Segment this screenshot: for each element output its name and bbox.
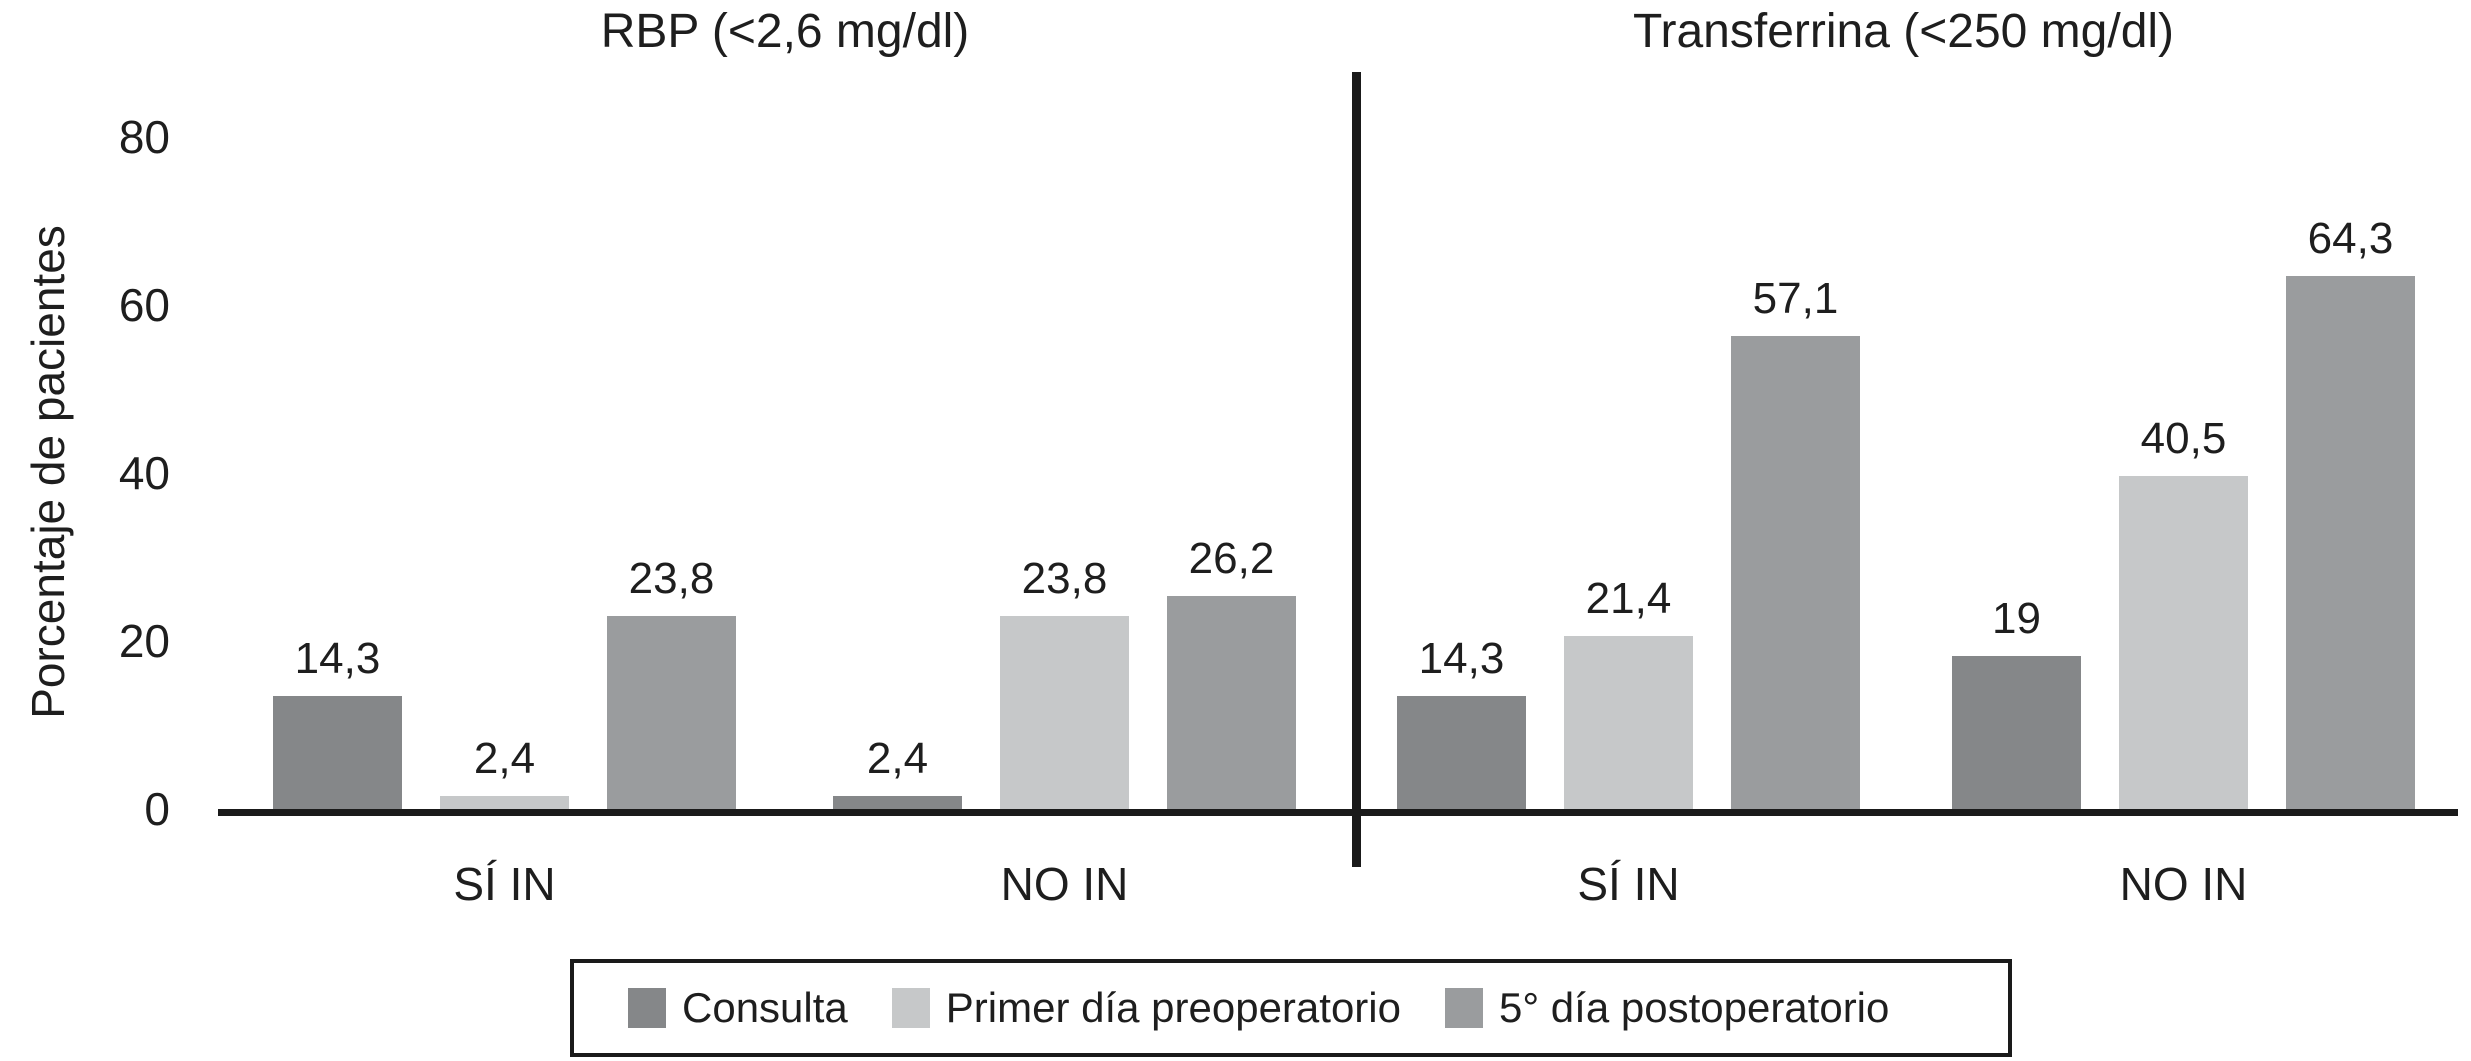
bar-rect-quinto-dia	[1167, 595, 1296, 816]
bar-rect-primer-dia	[1000, 616, 1129, 816]
category-label-no-in: NO IN	[1000, 858, 1129, 910]
bar-value-label: 14,3	[1418, 633, 1505, 683]
bar-value-label: 23,8	[628, 554, 715, 604]
bar-value-label: 2,4	[866, 733, 929, 783]
y-axis-label: Porcentaje de pacientes	[22, 225, 74, 719]
legend-swatch-primer-dia	[891, 988, 930, 1028]
bar-primer-dia: 2,4	[440, 734, 569, 816]
bar-value-label: 2,4	[473, 733, 536, 783]
bar-value-label: 26,2	[1188, 533, 1275, 583]
bar-value-label: 19	[1992, 594, 2041, 644]
bar-value-label: 64,3	[2307, 213, 2394, 263]
category-label-si-in: SÍ IN	[453, 858, 556, 910]
bar-value-label: 21,4	[1585, 574, 1672, 624]
bar-rect-consulta	[1397, 695, 1526, 816]
y-axis-tick-20: 20	[118, 615, 170, 667]
bar-value-label: 23,8	[1021, 554, 1108, 604]
bar-rect-primer-dia	[2119, 475, 2248, 816]
legend-item-primer-dia: Primer día preoperatorio	[891, 984, 1401, 1032]
y-axis-tick-80: 80	[118, 111, 170, 163]
bar-consulta: 14,3	[273, 634, 402, 816]
bar-primer-dia: 40,5	[2119, 414, 2248, 816]
bar-value-label: 14,3	[294, 633, 381, 683]
bar-value-label: 57,1	[1752, 274, 1839, 324]
bar-group-transferrina-no-in: 19 40,5 64,3	[1952, 214, 2415, 816]
bar-quinto-dia: 64,3	[2286, 214, 2415, 816]
y-axis-tick-60: 60	[118, 279, 170, 331]
bar-rect-quinto-dia	[1731, 336, 1860, 816]
panel-title-rbp: RBP (<2,6 mg/dl)	[600, 5, 970, 58]
bar-rect-quinto-dia	[607, 616, 736, 816]
legend-label-consulta: Consulta	[682, 984, 848, 1031]
bar-consulta: 14,3	[1397, 634, 1526, 816]
legend-item-consulta: Consulta	[628, 984, 848, 1032]
bar-group-rbp-si-in: 14,3 2,4 23,8	[273, 554, 736, 816]
bar-consulta: 2,4	[833, 734, 962, 816]
bar-primer-dia: 23,8	[1000, 554, 1129, 816]
y-axis-tick-40: 40	[118, 447, 170, 499]
bar-consulta: 19	[1952, 594, 2081, 816]
bar-value-label: 40,5	[2140, 413, 2227, 463]
bar-quinto-dia: 26,2	[1167, 534, 1296, 816]
y-axis-tick-0: 0	[144, 783, 170, 835]
bar-primer-dia: 21,4	[1564, 574, 1693, 816]
bar-rect-primer-dia	[1564, 636, 1693, 816]
legend-label-quinto-dia: 5° día postoperatorio	[1498, 984, 1890, 1031]
panel-title-transferrina: Transferrina (<250 mg/dl)	[1632, 5, 2175, 58]
bar-group-rbp-no-in: 2,4 23,8 26,2	[833, 534, 1296, 816]
bar-quinto-dia: 23,8	[607, 554, 736, 816]
legend: Consulta Primer día preoperatorio 5° día…	[570, 959, 2012, 1057]
category-label-no-in: NO IN	[2119, 858, 2248, 910]
bar-rect-quinto-dia	[2286, 275, 2415, 816]
legend-swatch-quinto-dia	[1444, 988, 1483, 1028]
legend-swatch-consulta	[628, 988, 666, 1028]
bar-rect-consulta	[273, 695, 402, 816]
legend-label-primer-dia: Primer día preoperatorio	[945, 984, 1401, 1031]
legend-item-quinto-dia: 5° día postoperatorio	[1444, 984, 1890, 1032]
panel-divider-line	[1352, 72, 1361, 867]
category-label-si-in: SÍ IN	[1577, 858, 1680, 910]
bar-group-transferrina-si-in: 14,3 21,4 57,1	[1397, 274, 1860, 816]
x-axis-baseline	[218, 809, 2458, 816]
bar-quinto-dia: 57,1	[1731, 274, 1860, 816]
bar-rect-consulta	[1952, 656, 2081, 816]
